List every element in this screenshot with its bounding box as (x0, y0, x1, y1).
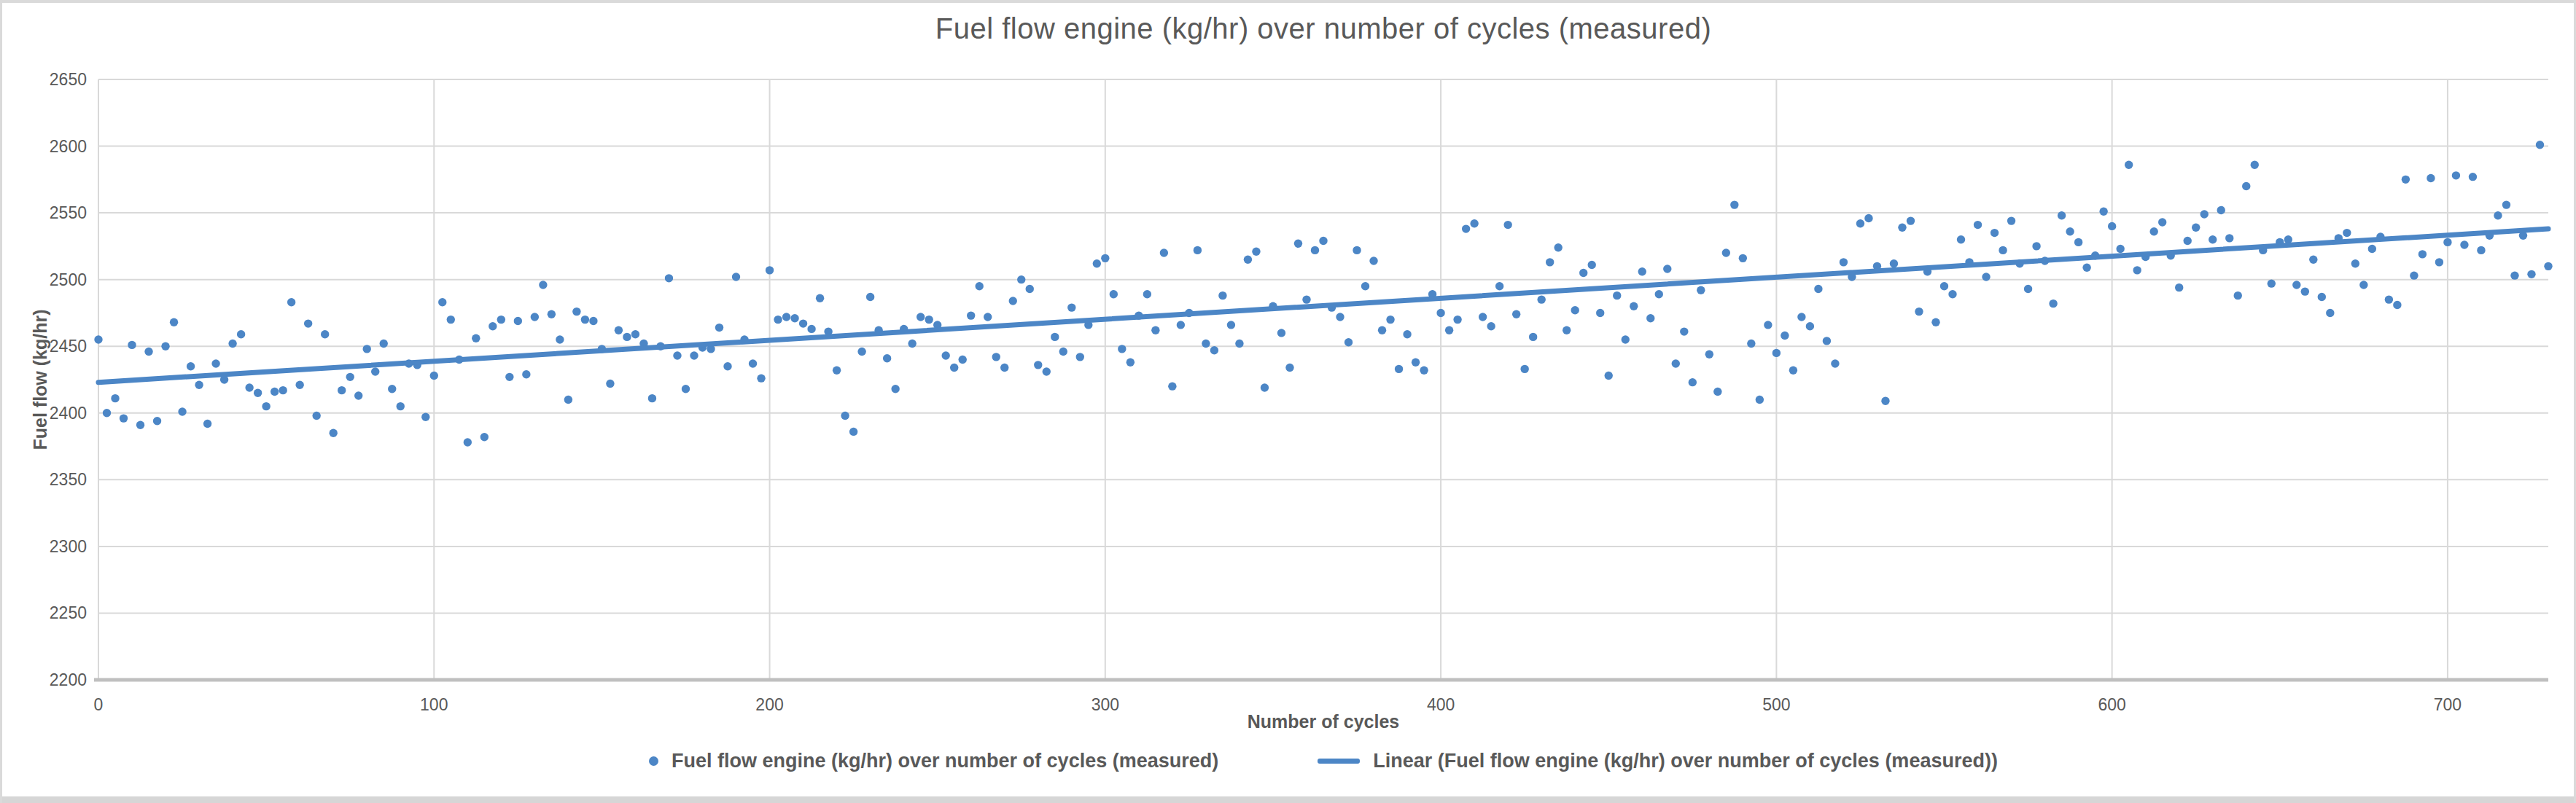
svg-text:2400: 2400 (50, 404, 87, 423)
legend-item-linear[interactable]: Linear (Fuel flow engine (kg/hr) over nu… (1318, 750, 1998, 772)
svg-text:2500: 2500 (50, 270, 87, 289)
legend-item-measured[interactable]: Fuel flow engine (kg/hr) over number of … (649, 750, 1218, 772)
x-gridlines (98, 79, 2448, 680)
svg-text:2250: 2250 (50, 603, 87, 622)
svg-text:2600: 2600 (50, 137, 87, 156)
scatter-points (94, 141, 2552, 447)
legend-label-measured: Fuel flow engine (kg/hr) over number of … (672, 750, 1218, 772)
svg-text:2300: 2300 (50, 537, 87, 556)
svg-text:2350: 2350 (50, 470, 87, 489)
svg-text:2550: 2550 (50, 203, 87, 222)
chart-window: Fuel flow engine (kg/hr) over number of … (0, 0, 2576, 803)
y-gridlines (98, 79, 2548, 613)
y-axis-title: Fuel flow (kg/hr) (30, 309, 51, 450)
legend-label-linear: Linear (Fuel flow engine (kg/hr) over nu… (1373, 750, 1998, 772)
chart-legend: Fuel flow engine (kg/hr) over number of … (98, 743, 2548, 778)
scatter-marker-icon (649, 756, 658, 766)
scatter-plot[interactable]: 2200 2250 2300 2350 2400 2450 2500 2550 2600 2650… (2, 3, 2576, 803)
svg-text:2450: 2450 (50, 337, 87, 356)
window-bottom-edge (2, 796, 2574, 803)
trendline (98, 229, 2548, 383)
x-axis-title: Number of cycles (98, 711, 2548, 732)
svg-text:2650: 2650 (50, 70, 87, 89)
trendline-marker-icon (1318, 759, 1360, 764)
y-tick-labels: 2200 2250 2300 2350 2400 2450 2500 2550 2600 2650 (50, 70, 87, 689)
svg-text:2200: 2200 (50, 670, 87, 689)
